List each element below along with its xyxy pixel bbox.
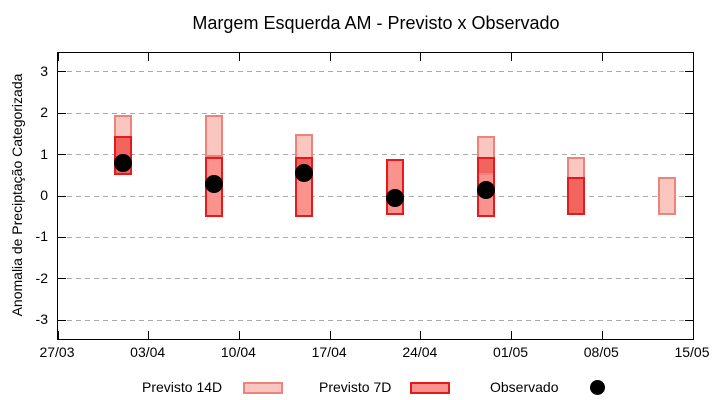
observado-dot	[113, 153, 132, 172]
y-axis-tick	[685, 112, 693, 114]
observado-dot	[295, 164, 314, 183]
x-axis-tick	[511, 53, 513, 61]
x-axis-tick	[148, 331, 150, 339]
plot-area	[57, 52, 694, 340]
x-tick-label: 10/04	[220, 344, 256, 360]
x-axis-tick	[692, 331, 694, 339]
legend-label-previsto-14d: Previsto 14D	[142, 379, 223, 395]
x-tick-label: 01/05	[493, 344, 529, 360]
chart-title: Margem Esquerda AM - Previsto x Observad…	[192, 13, 560, 33]
legend-swatch-previsto-7d-icon	[410, 382, 450, 394]
y-tick-label: 1	[40, 145, 48, 162]
x-axis-tick	[238, 331, 240, 339]
bar-overlap	[567, 177, 586, 215]
legend-label-previsto-7d: Previsto 7D	[319, 379, 392, 395]
legend-swatch-previsto-14d-icon	[243, 382, 283, 394]
bar-previsto-7d-border	[113, 135, 132, 176]
y-axis-tick	[58, 154, 66, 156]
y-tick-label: 0	[40, 187, 48, 203]
x-axis-tick	[57, 53, 59, 61]
bar-previsto-14d	[204, 115, 223, 157]
bar-previsto-14d-border	[658, 177, 677, 215]
x-axis-tick	[511, 331, 513, 339]
x-axis-tick	[420, 331, 422, 339]
observado-dot	[476, 180, 495, 199]
y-tick-label: 2	[40, 104, 48, 121]
y-tick-label: 3	[40, 62, 48, 79]
x-axis-tick	[148, 53, 150, 61]
bar-previsto-14d-border	[476, 135, 495, 176]
y-axis-tick	[58, 112, 66, 114]
x-tick-label: 08/05	[583, 344, 619, 360]
legend-label-observado: Observado	[490, 379, 559, 395]
y-axis-tick	[685, 236, 693, 238]
x-axis-tick	[420, 53, 422, 61]
y-axis-tick	[58, 319, 66, 321]
x-tick-label: 27/03	[39, 344, 75, 360]
gridline	[58, 154, 693, 156]
x-axis-tick	[329, 53, 331, 61]
y-axis-tick	[58, 236, 66, 238]
gridline	[58, 112, 693, 114]
x-axis-tick	[329, 331, 331, 339]
legend-marker-observado-icon	[590, 380, 605, 395]
y-tick-label: -2	[35, 269, 48, 286]
observado-dot	[204, 174, 223, 193]
y-axis-tick	[58, 195, 66, 197]
bar-previsto-14d	[658, 177, 677, 215]
y-tick-label: -1	[35, 228, 48, 245]
gridline	[58, 195, 693, 197]
x-axis-tick	[692, 53, 694, 61]
bar-previsto-7d-border	[295, 156, 314, 217]
y-axis-tick	[58, 278, 66, 280]
gridline	[58, 236, 693, 238]
x-tick-label: 24/04	[402, 344, 438, 360]
y-axis-tick	[685, 195, 693, 197]
x-axis-tick	[57, 331, 59, 339]
x-tick-label: 15/05	[674, 344, 710, 360]
x-axis-tick	[238, 53, 240, 61]
y-axis-tick	[685, 278, 693, 280]
observado-dot	[385, 189, 404, 208]
x-tick-label: 17/04	[311, 344, 347, 360]
y-axis-tick	[685, 154, 693, 156]
gridline	[58, 71, 693, 73]
y-axis-tick	[58, 71, 66, 73]
bar-overlap	[295, 156, 314, 167]
y-tick-label: -3	[35, 311, 48, 328]
bar-previsto-7d-border	[385, 158, 404, 215]
bar-previsto-7d-border	[567, 177, 586, 215]
y-axis-tick	[685, 71, 693, 73]
x-tick-label: 03/04	[130, 344, 166, 360]
gridline	[58, 319, 693, 321]
x-axis-tick	[601, 53, 603, 61]
bar-previsto-14d-border	[204, 115, 223, 157]
y-axis-tick	[685, 319, 693, 321]
gridline	[58, 278, 693, 280]
bar-overlap	[476, 156, 495, 176]
x-axis-tick	[601, 331, 603, 339]
